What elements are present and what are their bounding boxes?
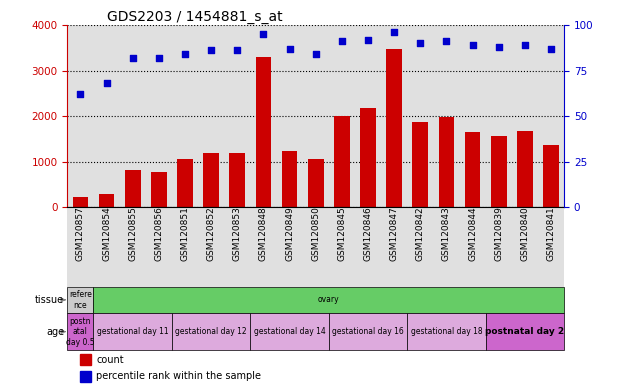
Text: count: count — [96, 354, 124, 364]
Text: age: age — [46, 327, 64, 337]
Bar — [67, 313, 94, 350]
Bar — [407, 313, 486, 350]
Point — [128, 55, 138, 61]
Point — [154, 55, 164, 61]
Point — [258, 31, 269, 37]
Bar — [517, 131, 533, 207]
Bar — [72, 197, 88, 207]
Bar — [94, 313, 172, 350]
Point — [206, 47, 216, 53]
Point — [75, 91, 85, 97]
Bar — [99, 194, 114, 207]
Point — [363, 36, 373, 43]
Bar — [360, 108, 376, 207]
Text: GDS2203 / 1454881_s_at: GDS2203 / 1454881_s_at — [107, 10, 283, 24]
Bar — [203, 152, 219, 207]
Point — [101, 80, 112, 86]
Text: refere
nce: refere nce — [69, 290, 92, 310]
Bar — [67, 287, 94, 313]
Text: gestational day 11: gestational day 11 — [97, 327, 169, 336]
Text: postn
atal
day 0.5: postn atal day 0.5 — [66, 317, 95, 346]
Text: gestational day 18: gestational day 18 — [411, 327, 482, 336]
Bar — [387, 49, 402, 207]
Bar — [491, 136, 506, 207]
Bar — [412, 122, 428, 207]
Text: ovary: ovary — [318, 295, 340, 305]
Bar — [543, 145, 559, 207]
Point — [467, 42, 478, 48]
Bar — [256, 57, 271, 207]
Text: gestational day 12: gestational day 12 — [175, 327, 247, 336]
Bar — [80, 371, 91, 382]
Text: tissue: tissue — [35, 295, 64, 305]
Text: postnatal day 2: postnatal day 2 — [485, 327, 565, 336]
Point — [310, 51, 320, 57]
Point — [337, 38, 347, 45]
Bar — [125, 170, 140, 207]
Text: percentile rank within the sample: percentile rank within the sample — [96, 371, 261, 381]
Bar — [172, 313, 251, 350]
Bar — [251, 313, 329, 350]
Bar — [229, 152, 245, 207]
Bar — [438, 117, 454, 207]
Text: gestational day 16: gestational day 16 — [332, 327, 404, 336]
Point — [232, 47, 242, 53]
Point — [180, 51, 190, 57]
Bar — [151, 172, 167, 207]
Bar — [177, 159, 193, 207]
Point — [494, 44, 504, 50]
Bar — [281, 151, 297, 207]
Point — [520, 42, 530, 48]
Bar — [465, 132, 480, 207]
Point — [415, 40, 426, 46]
Point — [389, 29, 399, 35]
Bar — [329, 313, 407, 350]
Point — [285, 46, 295, 52]
Text: gestational day 14: gestational day 14 — [254, 327, 326, 336]
Bar — [80, 354, 91, 366]
Bar — [486, 313, 564, 350]
Bar — [334, 116, 350, 207]
Point — [546, 46, 556, 52]
Bar — [308, 159, 324, 207]
Point — [441, 38, 451, 45]
